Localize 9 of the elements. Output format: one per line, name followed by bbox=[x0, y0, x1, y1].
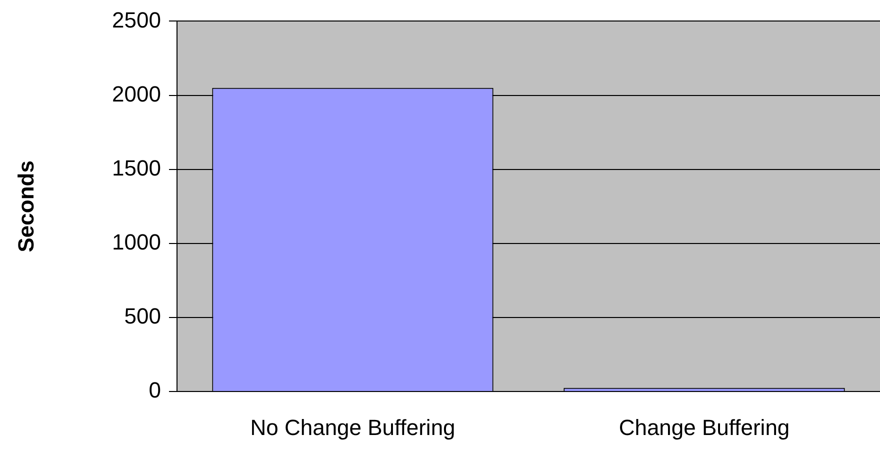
y-tick-label: 2000 bbox=[112, 81, 161, 106]
y-tick-label: 1500 bbox=[112, 155, 161, 180]
x-tick-label: Change Buffering bbox=[618, 414, 790, 440]
x-tick-label: No Change Buffering bbox=[250, 414, 456, 440]
y-tick-label: 2500 bbox=[112, 7, 161, 32]
y-tick-label: 0 bbox=[148, 378, 161, 403]
y-tick-label: 500 bbox=[124, 304, 161, 329]
y-tick-label: 1000 bbox=[112, 230, 161, 255]
y-axis-title: Seconds bbox=[13, 160, 38, 252]
